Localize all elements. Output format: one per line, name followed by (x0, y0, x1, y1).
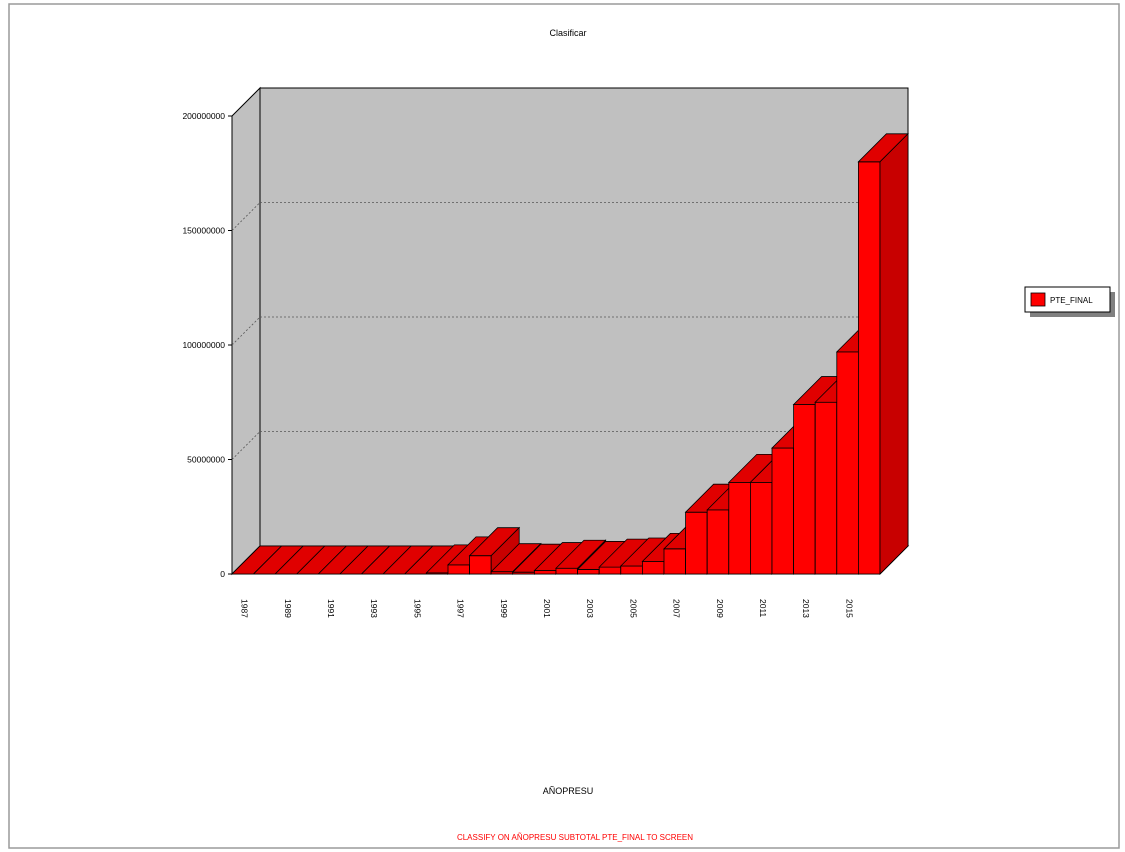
bar-2016 (857, 132, 909, 575)
x-tick-label: 1991 (326, 599, 336, 618)
bar-front (577, 569, 600, 575)
bars (231, 132, 909, 575)
y-tick-label: 200000000 (182, 111, 225, 121)
bar-front (771, 447, 794, 575)
bar-front (447, 564, 471, 575)
x-tick-label: 1989 (283, 599, 293, 618)
legend-swatch-pte-final (1030, 292, 1046, 307)
bar-front (858, 161, 881, 575)
chart-title: Clasificar (549, 28, 586, 38)
bar-front (555, 567, 578, 575)
y-tick-label: 50000000 (187, 455, 225, 465)
bar-front (534, 570, 557, 575)
legend: PTE_FINAL (1024, 286, 1115, 317)
y-tick-label: 100000000 (182, 340, 225, 350)
x-tick-label: 2003 (585, 599, 595, 618)
x-tick-label: 1987 (240, 599, 250, 618)
bar-front (642, 561, 665, 575)
gridline-side (231, 431, 261, 460)
bar-front (793, 404, 816, 575)
x-tick-label: 1999 (499, 599, 509, 618)
y-tick-label: 150000000 (182, 226, 225, 236)
bar-front (663, 548, 686, 575)
x-tick-label: 1995 (412, 599, 422, 618)
gridline-side (231, 316, 261, 346)
x-axis-label: AÑOPRESU (543, 786, 594, 796)
x-tick-label: 2001 (542, 599, 552, 618)
x-tick-label: 2007 (672, 599, 682, 618)
x-tick-label: 1993 (369, 599, 379, 618)
bar-front (728, 481, 751, 575)
chart-side-wall (231, 86, 261, 576)
bar-front (598, 566, 622, 575)
bar-side (879, 132, 909, 575)
bar-front (685, 511, 708, 575)
gridline-side (231, 202, 261, 231)
x-tick-label: 2015 (844, 599, 854, 618)
x-tick-label: 2009 (715, 599, 725, 618)
bar-front (750, 481, 773, 575)
x-axis-ticks: 1987 1989 1991 1993 1995 1997 1999 2001 2003 2005… (240, 599, 855, 618)
bar-front (469, 555, 492, 575)
bar-1998 (468, 526, 521, 575)
y-axis-ticks: 0 50000000 100000000 150000000 200000000 (182, 111, 232, 579)
x-tick-label: 1997 (456, 599, 466, 618)
bar-front (706, 509, 730, 575)
bar-front (836, 351, 859, 575)
x-tick-label: 2005 (628, 599, 638, 618)
legend-box (1024, 286, 1111, 313)
x-tick-label: 2011 (758, 599, 768, 618)
gridlines (231, 202, 908, 460)
bar-front (620, 565, 643, 575)
footer-command: CLASSIFY ON AÑOPRESU SUBTOTAL PTE_FINAL … (457, 833, 693, 842)
x-tick-label: 2013 (801, 599, 811, 618)
y-tick-label: 0 (220, 569, 225, 579)
bar-front (814, 401, 838, 575)
legend-label-pte-final: PTE_FINAL (1050, 296, 1093, 305)
